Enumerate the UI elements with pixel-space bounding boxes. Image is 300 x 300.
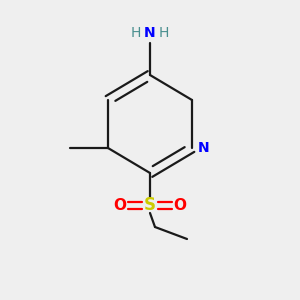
Text: N: N	[198, 141, 210, 155]
Text: O: O	[113, 197, 127, 212]
Text: H: H	[159, 26, 169, 40]
Text: H: H	[131, 26, 141, 40]
Text: N: N	[144, 26, 156, 40]
Text: O: O	[173, 197, 187, 212]
Text: S: S	[144, 196, 156, 214]
